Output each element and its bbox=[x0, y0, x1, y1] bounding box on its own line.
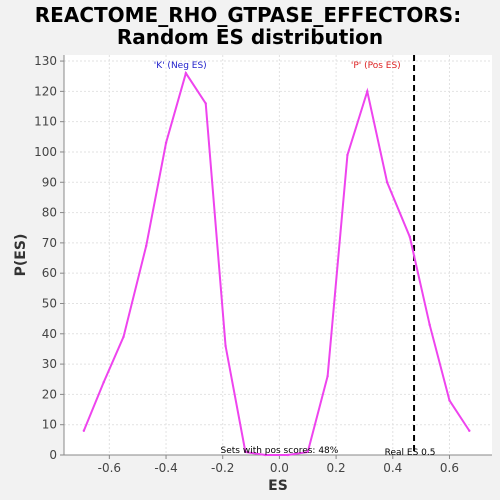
y-tick-label-7: 70 bbox=[42, 236, 57, 250]
x-tick-label-5: 0.4 bbox=[383, 461, 402, 475]
data-point-15 bbox=[385, 181, 389, 184]
x-tick-label-2: -0.2 bbox=[211, 461, 234, 475]
data-point-9 bbox=[264, 453, 267, 457]
chart-title-line1: REACTOME_RHO_GTPASE_EFFECTORS: bbox=[35, 3, 461, 27]
y-tick-label-11: 110 bbox=[34, 115, 57, 129]
data-point-8 bbox=[244, 450, 247, 454]
data-point-4 bbox=[164, 141, 168, 145]
pos-scores-note: Sets with pos scores: 48% bbox=[221, 446, 339, 456]
data-point-0 bbox=[82, 429, 86, 432]
y-tick-label-8: 80 bbox=[42, 206, 57, 220]
y-axis-ticks: 0 10 20 30 40 50 60 70 80 90 100 110 120 130 bbox=[34, 54, 64, 462]
y-tick-label-1: 10 bbox=[42, 418, 57, 432]
real-es-label: Real ES 0.5 bbox=[385, 448, 436, 458]
y-tick-label-0: 0 bbox=[49, 448, 57, 462]
data-point-2 bbox=[122, 335, 125, 339]
y-tick-label-9: 90 bbox=[42, 175, 57, 189]
y-axis-title: P(ES) bbox=[13, 234, 29, 277]
data-point-18 bbox=[448, 399, 451, 402]
y-tick-label-3: 30 bbox=[42, 357, 57, 371]
chart-title-line2: Random ES distribution bbox=[117, 25, 383, 49]
x-tick-label-4: 0.2 bbox=[327, 461, 346, 475]
x-tick-label-0: -0.6 bbox=[98, 461, 121, 475]
y-tick-label-4: 40 bbox=[42, 327, 57, 341]
data-point-13 bbox=[346, 153, 349, 157]
x-tick-label-1: -0.4 bbox=[154, 461, 177, 475]
x-tick-label-6: 0.6 bbox=[440, 461, 459, 475]
y-tick-label-10: 100 bbox=[34, 145, 57, 159]
y-tick-label-6: 60 bbox=[42, 266, 57, 280]
neg-es-label: 'K' (Neg ES) bbox=[154, 61, 207, 71]
x-tick-label-3: 0.0 bbox=[270, 461, 289, 475]
series-points bbox=[82, 71, 471, 457]
data-point-14 bbox=[366, 90, 369, 93]
data-point-12 bbox=[326, 375, 329, 378]
y-tick-label-2: 20 bbox=[42, 387, 57, 401]
data-point-3 bbox=[144, 244, 148, 248]
data-point-16 bbox=[408, 235, 412, 239]
x-axis-title: ES bbox=[268, 478, 288, 494]
data-point-5 bbox=[184, 71, 188, 75]
y-tick-label-12: 120 bbox=[34, 84, 57, 98]
data-point-11 bbox=[306, 450, 309, 454]
x-axis-ticks: -0.6 -0.4 -0.2 0.0 0.2 0.4 0.6 bbox=[98, 455, 459, 475]
plot-area bbox=[64, 55, 492, 455]
data-point-7 bbox=[224, 344, 227, 348]
grid-lines bbox=[64, 55, 492, 456]
data-point-10 bbox=[286, 453, 290, 457]
data-point-19 bbox=[468, 429, 471, 432]
data-point-6 bbox=[204, 102, 207, 105]
data-point-1 bbox=[102, 381, 105, 384]
data-point-17 bbox=[428, 323, 431, 326]
series-line bbox=[82, 70, 471, 456]
pos-es-label: 'P' (Pos ES) bbox=[351, 61, 401, 71]
y-tick-label-13: 130 bbox=[34, 54, 57, 68]
y-tick-label-5: 50 bbox=[42, 296, 57, 310]
